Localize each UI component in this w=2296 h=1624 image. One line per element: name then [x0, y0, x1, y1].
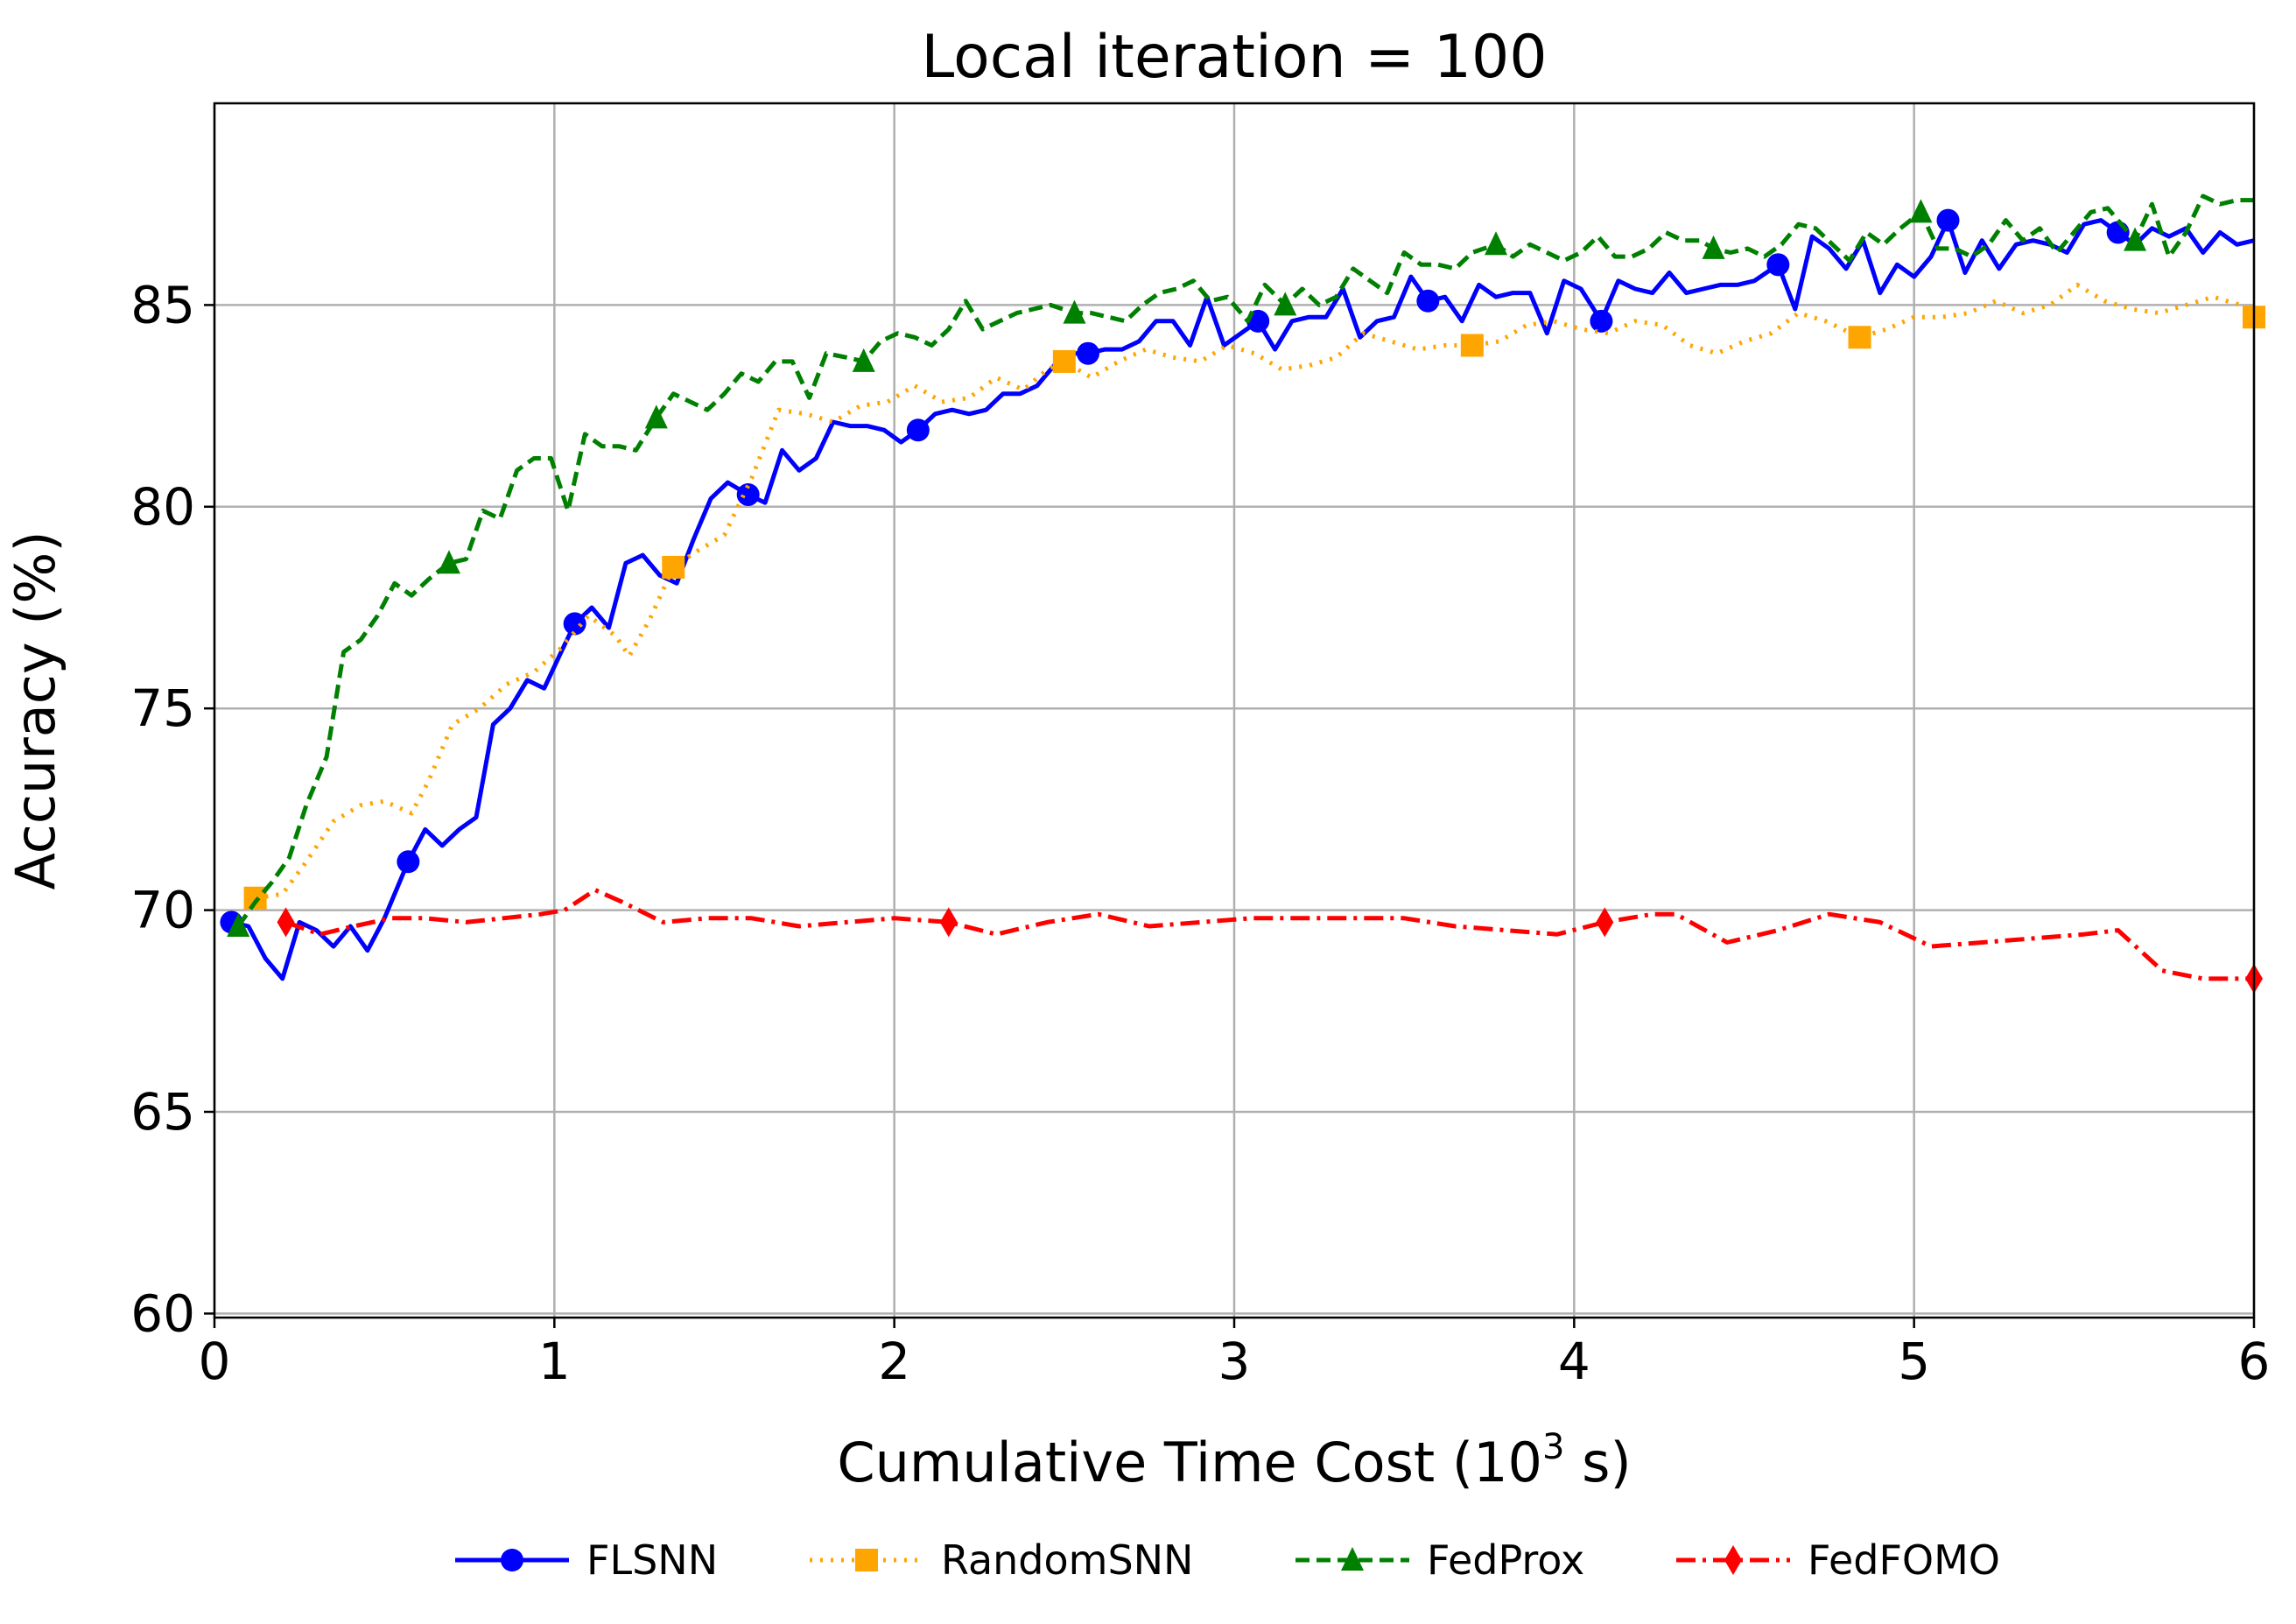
point-fedprox — [644, 404, 668, 429]
x-axis-label-main: Cumulative Time Cost (10 — [837, 1431, 1542, 1494]
x-tick-label: 4 — [1558, 1332, 1590, 1391]
point-flsnn — [906, 418, 930, 442]
legend-marker-randomsnn — [855, 1549, 878, 1571]
chart-title: Local iteration = 100 — [921, 23, 1547, 92]
point-fedprox — [1274, 292, 1297, 316]
series-layer — [220, 193, 2265, 994]
x-tick-label: 0 — [199, 1332, 231, 1391]
point-randomsnn — [1052, 349, 1076, 373]
legend: FLSNN RandomSNN FedProx FedFOMO — [455, 1536, 2000, 1584]
point-fedprox — [1485, 231, 1508, 256]
point-flsnn — [563, 612, 586, 636]
x-axis-label: Cumulative Time Cost (103 s) — [837, 1427, 1631, 1494]
x-tick-label: 5 — [1898, 1332, 1930, 1391]
point-flsnn — [1766, 253, 1790, 277]
point-flsnn — [397, 850, 420, 874]
y-axis-label: Accuracy (%) — [4, 531, 67, 889]
point-flsnn — [1416, 289, 1440, 313]
point-randomsnn — [1848, 326, 1871, 349]
x-axis-label-tail: s) — [1564, 1431, 1631, 1494]
y-tick-label: 60 — [130, 1283, 195, 1343]
point-flsnn — [1077, 341, 1100, 365]
point-fedprox — [227, 913, 250, 938]
point-fedprox — [1909, 199, 1933, 223]
series-fedprox — [227, 193, 2254, 938]
point-fedfomo — [277, 907, 295, 938]
y-tick-label: 80 — [130, 477, 195, 537]
point-flsnn — [736, 482, 760, 506]
x-tick-label: 1 — [538, 1332, 571, 1391]
point-flsnn — [2106, 221, 2130, 244]
x-tick-label: 3 — [1218, 1332, 1251, 1391]
point-fedfomo — [1596, 907, 1614, 938]
point-fedprox — [852, 348, 875, 372]
axis-ticks: 0 1 2 3 4 5 6 60 65 70 75 80 85 — [130, 275, 2270, 1391]
y-tick-label: 65 — [130, 1082, 195, 1142]
point-fedfomo — [939, 907, 958, 938]
point-fedprox — [1063, 299, 1086, 324]
y-tick-label: 85 — [130, 275, 195, 334]
point-randomsnn — [1460, 334, 1484, 357]
point-fedprox — [437, 550, 460, 574]
legend-label-fedfomo: FedFOMO — [1808, 1536, 2000, 1584]
point-flsnn — [1590, 309, 1613, 333]
x-tick-label: 2 — [878, 1332, 910, 1391]
legend-marker-fedprox — [1341, 1547, 1364, 1571]
series-line-randomsnn — [255, 282, 2256, 901]
x-tick-label: 6 — [2238, 1332, 2271, 1391]
legend-label-fedprox: FedProx — [1427, 1536, 1584, 1584]
legend-marker-fedfomo — [1724, 1545, 1742, 1575]
series-line-fedfomo — [284, 888, 2254, 981]
point-fedprox — [2124, 227, 2147, 251]
point-randomsnn — [662, 555, 685, 579]
y-tick-label: 75 — [130, 678, 195, 738]
series-line-fedprox — [236, 193, 2254, 928]
legend-label-flsnn: FLSNN — [586, 1536, 718, 1584]
point-flsnn — [1936, 208, 1960, 232]
point-fedprox — [1702, 235, 1725, 259]
legend-label-randomsnn: RandomSNN — [941, 1536, 1193, 1584]
legend-marker-flsnn — [501, 1549, 523, 1571]
y-tick-label: 70 — [130, 881, 195, 940]
x-axis-label-exponent: 3 — [1542, 1427, 1564, 1467]
